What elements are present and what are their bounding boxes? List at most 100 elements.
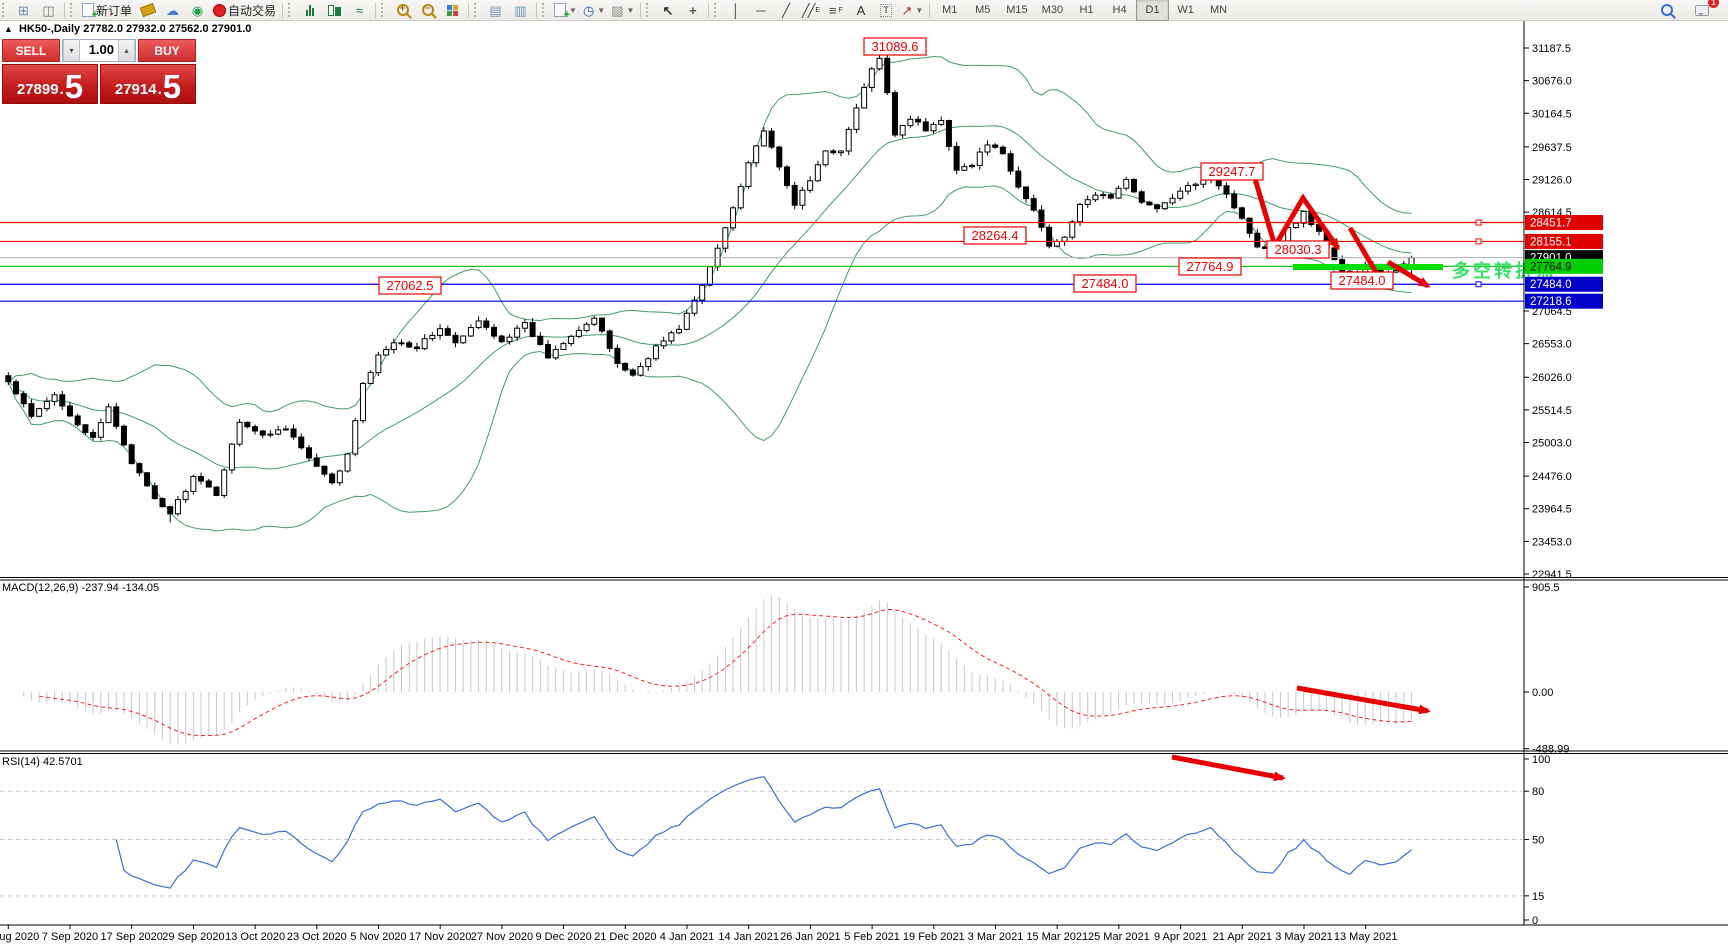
price-label-text: 28264.4	[972, 228, 1019, 243]
price-tick: 25003.0	[1532, 438, 1572, 450]
crosshair-icon[interactable]: +	[680, 0, 705, 20]
hline-handle[interactable]	[1475, 281, 1482, 288]
auto-arrange-icon[interactable]: ▥	[508, 0, 533, 20]
cursor-icon[interactable]: ↖	[655, 0, 680, 20]
fibonacci-glyph: ≡	[829, 2, 837, 18]
timeframe-m30-button[interactable]: M30	[1041, 4, 1064, 16]
zoom-in-icon[interactable]: +	[390, 0, 415, 20]
trend-arrow-1[interactable]	[1250, 171, 1341, 253]
notification-badge: 1	[1708, 0, 1719, 8]
preview-glyph: ◫	[42, 2, 55, 18]
volume-input[interactable]: 1.00	[88, 42, 114, 57]
price-label-box[interactable]	[378, 276, 442, 295]
rsi-trend-arrow[interactable]	[1171, 754, 1286, 782]
date-tick: 17 Nov 2020	[409, 931, 471, 943]
new-chart-button[interactable]: + ▼	[551, 0, 580, 21]
sell-price-main: 27899	[16, 81, 59, 98]
tile-windows-icon[interactable]	[440, 0, 465, 20]
price-label-box[interactable]	[963, 226, 1027, 245]
timeframe-m1-button[interactable]: M1	[942, 4, 958, 16]
timeframe-h1-button[interactable]: H1	[1079, 4, 1094, 16]
timeframe-mn-button[interactable]: MN	[1210, 4, 1228, 16]
price-label-box[interactable]	[1200, 162, 1264, 181]
equidistant-channel-icon[interactable]: ╱╱ E	[801, 2, 821, 18]
date-tick: 7 Sep 2020	[42, 931, 98, 943]
arrows-button[interactable]: ↗ ▼	[898, 0, 926, 20]
macd-trend-arrow[interactable]	[1296, 685, 1431, 715]
toolbar-grip	[474, 3, 481, 17]
zoom-out-icon[interactable]: −	[415, 0, 440, 20]
text-label-icon[interactable]: T	[873, 0, 898, 20]
timeframe-d1-button[interactable]: D1	[1136, 0, 1170, 21]
signals-icon[interactable]: ◉	[185, 0, 210, 20]
auto-trading-button-label: 自动交易	[228, 3, 277, 18]
clock-glyph: ◷	[582, 2, 595, 18]
bars-glyph	[305, 4, 314, 16]
candles-glyph	[328, 4, 342, 16]
price-label-text: 27062.5	[387, 278, 434, 293]
date-tick: 3 May 2021	[1275, 931, 1332, 943]
magnifier-minus-glyph: −	[421, 4, 434, 16]
document-glyph: +	[554, 3, 570, 21]
sell-button[interactable]: SELL	[2, 39, 60, 62]
symbol-marker-icon[interactable]: ▲	[4, 24, 13, 34]
main-toolbar: ⊞ ◫ + 新订单 ☁ ◉ 自动交易 ≈ + − ▤ ▥ + ▼ ◷ ▼ ▧ ▼ ↖ + │ ─ ╱ ╱╱ E ≡ F A T ↗ ▼ M1 M…	[0, 0, 1728, 21]
bar-chart-icon[interactable]	[297, 0, 322, 20]
candlestick-chart-icon[interactable]	[322, 0, 347, 20]
cursor-glyph: ↖	[662, 2, 674, 18]
sell-price-button[interactable]: 27899 . 5	[2, 64, 98, 104]
hline-handle[interactable]	[1475, 238, 1482, 245]
timeframe-h4-button[interactable]: H4	[1112, 4, 1127, 16]
community-icon[interactable]: ☁	[160, 0, 185, 20]
macd-tick: 0.00	[1532, 687, 1553, 699]
arrange-charts-icon[interactable]: ▤	[483, 0, 508, 20]
axis-price-tag-text: 27484.0	[1530, 279, 1572, 291]
hline-handle[interactable]	[1475, 219, 1482, 226]
toolbar-grip	[381, 3, 388, 17]
price-label-box[interactable]	[1330, 271, 1394, 290]
rsi-panel: 100 80 50 15 0 RSI(14) 42.5701	[0, 754, 1550, 927]
line-chart-icon[interactable]: ≈	[347, 0, 372, 20]
axis-price-tag	[1525, 293, 1603, 309]
price-tick: 24476.0	[1532, 471, 1572, 483]
date-tick: 21 Dec 2020	[594, 931, 656, 943]
search-button[interactable]	[1654, 0, 1679, 20]
trendline-icon[interactable]: ╱	[773, 0, 798, 20]
notifications-button[interactable]: 1	[1689, 0, 1719, 20]
vertical-line-icon[interactable]: │	[723, 0, 748, 20]
history-center-icon[interactable]	[135, 0, 160, 20]
periods-button[interactable]: ◷ ▼	[580, 0, 608, 20]
price-label-box[interactable]	[1266, 240, 1330, 259]
price-tick: 29637.5	[1532, 142, 1572, 154]
timeframe-m15-button[interactable]: M15	[1006, 4, 1028, 16]
buy-button[interactable]: BUY	[138, 39, 196, 62]
timeframe-m5-button[interactable]: M5	[975, 4, 991, 16]
buy-price-pips: 5	[162, 67, 182, 105]
fibonacci-icon[interactable]: ≡ F	[829, 2, 843, 18]
dropdown-arrow-icon: ▼	[597, 5, 606, 15]
auto-trading-button[interactable]: 自动交易	[210, 0, 279, 20]
candlestick-series	[5, 54, 1415, 523]
rsi-tick: 0	[1532, 915, 1538, 927]
templates-button[interactable]: ▧ ▼	[608, 0, 637, 20]
print-preview-icon[interactable]: ◫	[36, 0, 61, 20]
text-icon[interactable]: A	[848, 0, 873, 20]
buy-price-button[interactable]: 27914 . 5	[100, 64, 196, 104]
document-glyph: +	[82, 3, 98, 21]
price-tick: 26553.0	[1532, 339, 1572, 351]
price-label-box[interactable]	[1073, 274, 1137, 293]
new-order-button[interactable]: + 新订单	[79, 0, 135, 21]
chart-window-icon[interactable]: ⊞	[11, 0, 36, 20]
buy-price-dot: .	[157, 81, 162, 98]
rsi-tick: 100	[1532, 754, 1550, 766]
shapes-glyph: ↗	[901, 2, 913, 18]
trend-arrow-3[interactable]	[1386, 259, 1431, 289]
horizontal-line-icon[interactable]: ─	[748, 0, 773, 20]
price-label-text: 27484.0	[1339, 273, 1386, 288]
volume-decrease-button[interactable]: ▾	[63, 40, 80, 61]
price-label-box[interactable]	[1178, 257, 1242, 276]
volume-increase-button[interactable]: ▴	[118, 40, 135, 61]
timeframe-w1-button[interactable]: W1	[1177, 4, 1194, 16]
price-label-box[interactable]	[863, 37, 927, 56]
